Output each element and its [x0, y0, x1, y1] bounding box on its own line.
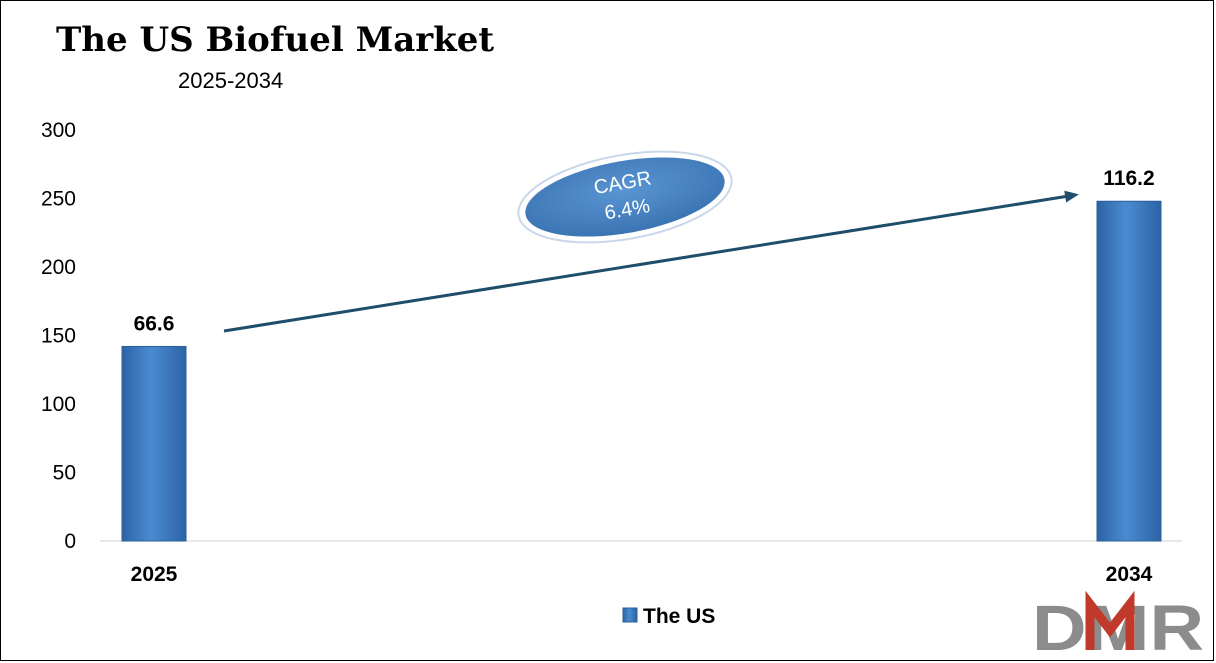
cagr-badge: CAGR 6.4% [517, 150, 733, 244]
y-axis: 0 50 100 150 200 250 300 [41, 119, 76, 553]
legend-swatch [622, 607, 638, 623]
category-label-2025: 2025 [131, 563, 178, 586]
trend-arrow [223, 190, 1079, 333]
y-tick-label: 100 [41, 393, 76, 416]
category-label-2034: 2034 [1106, 563, 1153, 586]
data-label-2034: 116.2 [1103, 167, 1154, 190]
y-tick-label: 300 [41, 119, 76, 142]
data-label-2025: 66.6 [134, 312, 175, 335]
chart-title: The US Biofuel Market [56, 20, 494, 60]
data-labels-group: 66.6 116.2 [134, 167, 1155, 335]
category-labels-group: 2025 2034 [131, 563, 1153, 586]
chart-subtitle: 2025-2034 [178, 68, 283, 93]
bars-group [121, 200, 1162, 542]
bar-2034 [1096, 200, 1162, 542]
bar-2025 [121, 345, 187, 542]
y-tick-label: 150 [41, 325, 76, 348]
y-tick-label: 50 [53, 462, 76, 485]
logo-m-mark [1085, 590, 1135, 650]
legend: The US [622, 605, 715, 628]
logo-text: DMR [1032, 592, 1204, 663]
legend-label: The US [643, 605, 715, 628]
dmr-logo: DMR [1032, 590, 1204, 663]
y-tick-label: 200 [41, 256, 76, 279]
y-tick-label: 250 [41, 188, 76, 211]
y-tick-label: 0 [64, 530, 76, 553]
